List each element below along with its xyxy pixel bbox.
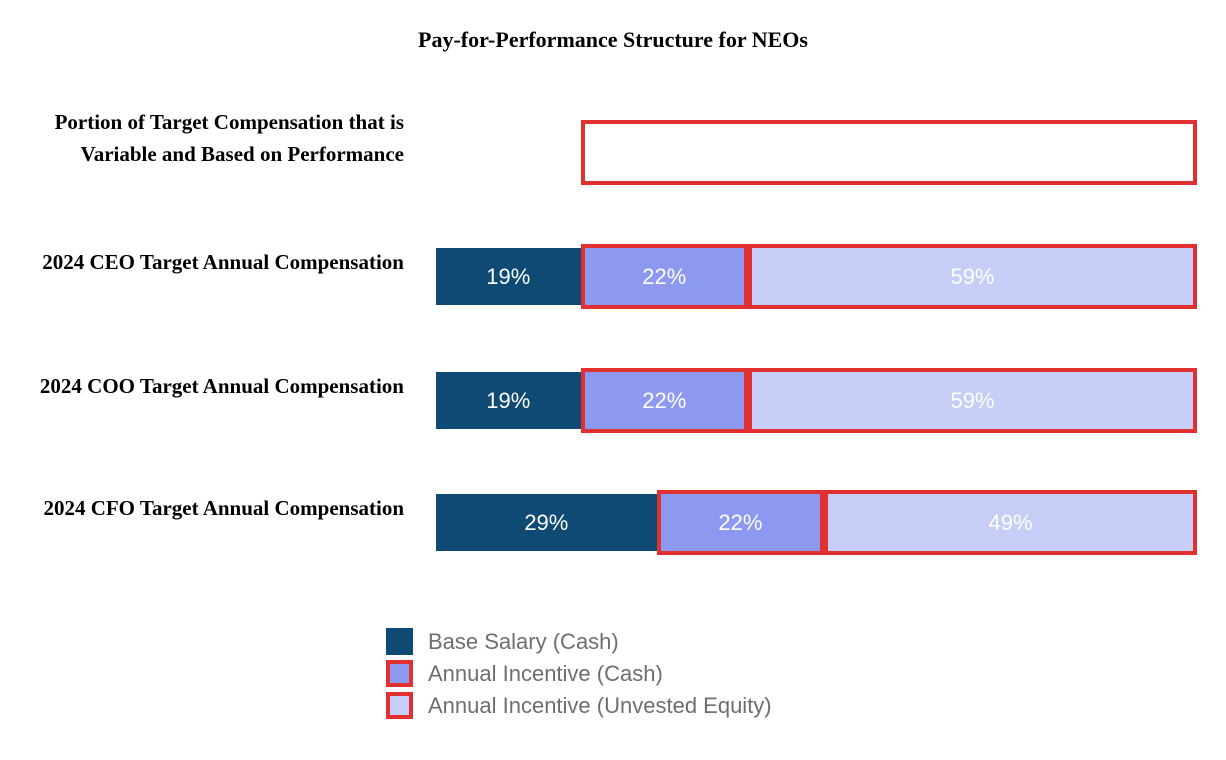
stacked-bar-cfo: 29% 22% 49% (436, 490, 1197, 555)
bar-row-coo: 19% 22% 59% (436, 368, 1197, 433)
bar-segment-annual-incentive-equity: 59% (747, 368, 1197, 433)
legend: Base Salary (Cash) Annual Incentive (Cas… (386, 628, 772, 719)
chart-title: Pay-for-Performance Structure for NEOs (418, 27, 808, 52)
bar-segment-annual-incentive-equity: 59% (747, 244, 1197, 309)
bar-segment-base-salary: 19% (436, 248, 581, 305)
variable-portion-label: Portion of Target Compensation that is V… (54, 110, 404, 166)
bar-segment-annual-incentive-equity: 49% (824, 490, 1197, 555)
category-label-coo: 2024 COO Target Annual Compensation (39, 374, 404, 398)
legend-label-base-salary: Base Salary (Cash) (428, 628, 619, 654)
variable-portion-outline-box (580, 120, 1197, 185)
legend-item-annual-incentive-cash: Annual Incentive (Cash) (386, 660, 772, 687)
variable-portion-track (436, 120, 1197, 185)
bar-segment-annual-incentive-cash: 22% (580, 368, 748, 433)
legend-swatch-base-salary-icon (386, 628, 413, 655)
legend-label-annual-incentive-cash: Annual Incentive (Cash) (428, 660, 663, 686)
category-label-cfo: 2024 CFO Target Annual Compensation (43, 496, 404, 520)
bar-row-ceo: 19% 22% 59% (436, 244, 1197, 309)
bar-segment-base-salary: 19% (436, 372, 581, 429)
category-label-ceo: 2024 CEO Target Annual Compensation (42, 250, 404, 274)
legend-swatch-annual-incentive-cash-icon (386, 660, 413, 687)
stacked-bar-ceo: 19% 22% 59% (436, 244, 1197, 309)
legend-swatch-annual-incentive-equity-icon (386, 692, 413, 719)
legend-item-annual-incentive-equity: Annual Incentive (Unvested Equity) (386, 692, 772, 719)
bar-segment-base-salary: 29% (436, 494, 657, 551)
stacked-bar-coo: 19% 22% 59% (436, 368, 1197, 433)
legend-label-annual-incentive-equity: Annual Incentive (Unvested Equity) (428, 692, 772, 718)
bar-segment-annual-incentive-cash: 22% (580, 244, 748, 309)
bar-row-cfo: 29% 22% 49% (436, 490, 1197, 555)
bar-segment-annual-incentive-cash: 22% (656, 490, 825, 555)
legend-item-base-salary: Base Salary (Cash) (386, 628, 772, 655)
